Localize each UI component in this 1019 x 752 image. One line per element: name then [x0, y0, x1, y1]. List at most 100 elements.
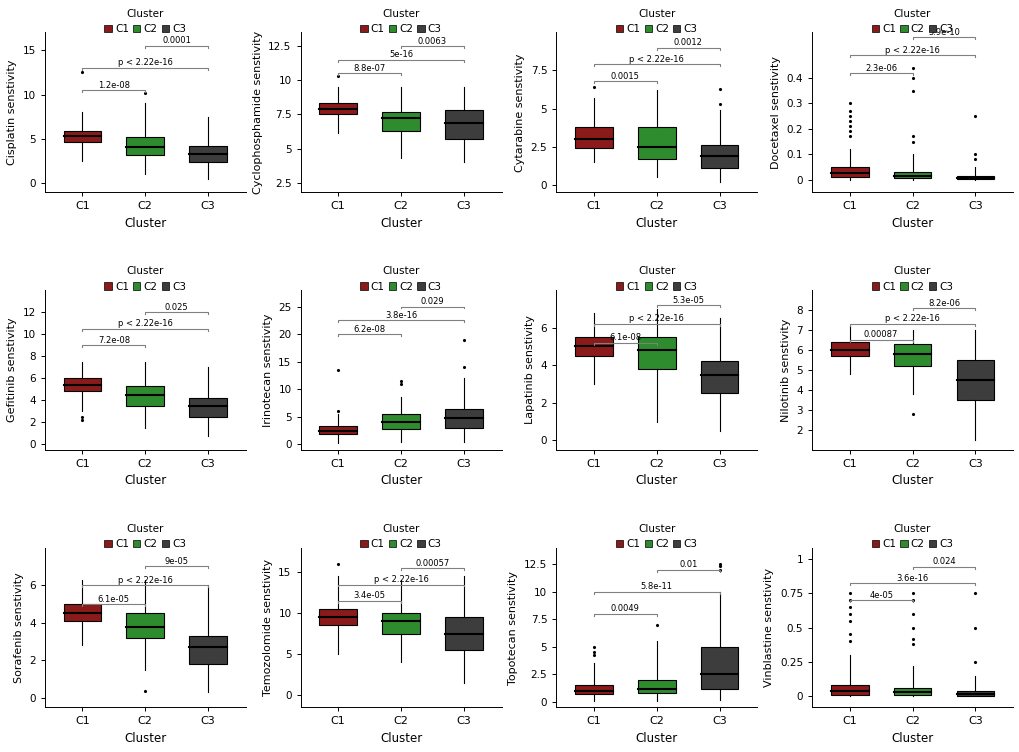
- Bar: [444, 408, 482, 428]
- Bar: [956, 176, 994, 179]
- Bar: [319, 609, 357, 626]
- Legend: C1, C2, C3: C1, C2, C3: [104, 524, 185, 549]
- Text: p < 2.22e-16: p < 2.22e-16: [884, 314, 940, 323]
- Bar: [190, 636, 226, 664]
- Y-axis label: Cisplatin senstivity: Cisplatin senstivity: [7, 59, 17, 165]
- Text: 3.4e-05: 3.4e-05: [354, 591, 385, 600]
- Text: 4e-05: 4e-05: [868, 590, 893, 599]
- X-axis label: Cluster: Cluster: [379, 475, 422, 487]
- Legend: C1, C2, C3: C1, C2, C3: [360, 266, 441, 292]
- Text: 0.029: 0.029: [420, 297, 444, 306]
- Text: p < 2.22e-16: p < 2.22e-16: [118, 319, 172, 328]
- Text: 5e-16: 5e-16: [388, 50, 413, 59]
- Y-axis label: Topotecan senstivity: Topotecan senstivity: [508, 571, 518, 684]
- Text: 0.025: 0.025: [165, 302, 189, 311]
- Bar: [126, 137, 164, 155]
- Y-axis label: Cytarabine senstivity: Cytarabine senstivity: [515, 53, 525, 171]
- Bar: [126, 386, 164, 406]
- Text: 8.8e-07: 8.8e-07: [354, 64, 385, 73]
- Text: 0.00087: 0.00087: [863, 330, 898, 339]
- Text: 6.2e-08: 6.2e-08: [354, 325, 385, 334]
- Text: 0.00057: 0.00057: [415, 559, 449, 568]
- Legend: C1, C2, C3: C1, C2, C3: [871, 524, 953, 549]
- Y-axis label: Sorafenib senstivity: Sorafenib senstivity: [13, 572, 23, 683]
- X-axis label: Cluster: Cluster: [891, 217, 932, 230]
- X-axis label: Cluster: Cluster: [891, 475, 932, 487]
- Bar: [444, 111, 482, 139]
- Bar: [956, 360, 994, 400]
- Bar: [190, 146, 226, 162]
- Bar: [575, 685, 612, 694]
- Bar: [575, 127, 612, 148]
- Bar: [637, 337, 675, 369]
- Text: 3.6e-16: 3.6e-16: [896, 574, 927, 583]
- Text: 0.01: 0.01: [679, 560, 697, 569]
- X-axis label: Cluster: Cluster: [124, 217, 166, 230]
- Bar: [319, 104, 357, 114]
- Text: 2.3e-06: 2.3e-06: [864, 63, 897, 72]
- Text: p < 2.22e-16: p < 2.22e-16: [118, 59, 172, 68]
- Text: 1.2e-08: 1.2e-08: [98, 80, 129, 89]
- X-axis label: Cluster: Cluster: [379, 732, 422, 745]
- Y-axis label: Lapatinib senstivity: Lapatinib senstivity: [525, 315, 535, 424]
- Legend: C1, C2, C3: C1, C2, C3: [615, 9, 697, 34]
- X-axis label: Cluster: Cluster: [124, 732, 166, 745]
- Bar: [63, 604, 101, 621]
- X-axis label: Cluster: Cluster: [379, 217, 422, 230]
- Bar: [700, 145, 738, 168]
- Legend: C1, C2, C3: C1, C2, C3: [871, 9, 953, 34]
- X-axis label: Cluster: Cluster: [635, 217, 678, 230]
- Text: p < 2.22e-16: p < 2.22e-16: [629, 55, 684, 64]
- Bar: [637, 127, 675, 159]
- Text: 0.024: 0.024: [931, 557, 955, 566]
- Bar: [830, 342, 868, 356]
- Text: 5.3e-05: 5.3e-05: [672, 296, 703, 305]
- Text: 3.8e-16: 3.8e-16: [384, 311, 417, 320]
- Legend: C1, C2, C3: C1, C2, C3: [360, 9, 441, 34]
- Text: p < 2.22e-16: p < 2.22e-16: [629, 314, 684, 323]
- Legend: C1, C2, C3: C1, C2, C3: [360, 524, 441, 549]
- X-axis label: Cluster: Cluster: [635, 475, 678, 487]
- X-axis label: Cluster: Cluster: [124, 475, 166, 487]
- Y-axis label: Temozolomide senstivity: Temozolomide senstivity: [263, 559, 272, 696]
- Bar: [830, 685, 868, 695]
- Legend: C1, C2, C3: C1, C2, C3: [871, 266, 953, 292]
- Y-axis label: Cyclophosphamide senstivity: Cyclophosphamide senstivity: [253, 31, 263, 194]
- Text: 0.0001: 0.0001: [162, 36, 191, 45]
- Y-axis label: Nilotinib senstivity: Nilotinib senstivity: [781, 318, 790, 422]
- Text: 9e-05: 9e-05: [164, 557, 189, 566]
- Bar: [319, 426, 357, 435]
- Y-axis label: Docetaxel senstivity: Docetaxel senstivity: [770, 56, 781, 168]
- Text: 0.0063: 0.0063: [418, 37, 446, 46]
- Legend: C1, C2, C3: C1, C2, C3: [615, 524, 697, 549]
- Legend: C1, C2, C3: C1, C2, C3: [104, 266, 185, 292]
- Text: p < 2.22e-16: p < 2.22e-16: [884, 46, 940, 55]
- Bar: [382, 414, 420, 429]
- X-axis label: Cluster: Cluster: [891, 732, 932, 745]
- Legend: C1, C2, C3: C1, C2, C3: [615, 266, 697, 292]
- Bar: [63, 131, 101, 141]
- Bar: [126, 614, 164, 638]
- Text: 5.9e-10: 5.9e-10: [927, 28, 959, 37]
- Text: 5.8e-11: 5.8e-11: [640, 582, 673, 591]
- Bar: [830, 167, 868, 177]
- Bar: [190, 398, 226, 417]
- Text: 8.2e-06: 8.2e-06: [927, 299, 959, 308]
- X-axis label: Cluster: Cluster: [635, 732, 678, 745]
- Bar: [575, 337, 612, 356]
- Bar: [700, 362, 738, 393]
- Text: 0.0015: 0.0015: [610, 71, 639, 80]
- Bar: [956, 691, 994, 696]
- Bar: [893, 172, 930, 178]
- Bar: [700, 647, 738, 689]
- Bar: [893, 688, 930, 696]
- Text: 0.0012: 0.0012: [674, 38, 702, 47]
- Y-axis label: Irinotecan senstivity: Irinotecan senstivity: [263, 313, 272, 426]
- Bar: [382, 613, 420, 634]
- Text: 6.1e-05: 6.1e-05: [98, 595, 129, 604]
- Text: 7.2e-08: 7.2e-08: [98, 335, 129, 344]
- Legend: C1, C2, C3: C1, C2, C3: [104, 9, 185, 34]
- Bar: [893, 344, 930, 366]
- Y-axis label: Vinblastine senstivity: Vinblastine senstivity: [763, 568, 773, 687]
- Bar: [637, 680, 675, 693]
